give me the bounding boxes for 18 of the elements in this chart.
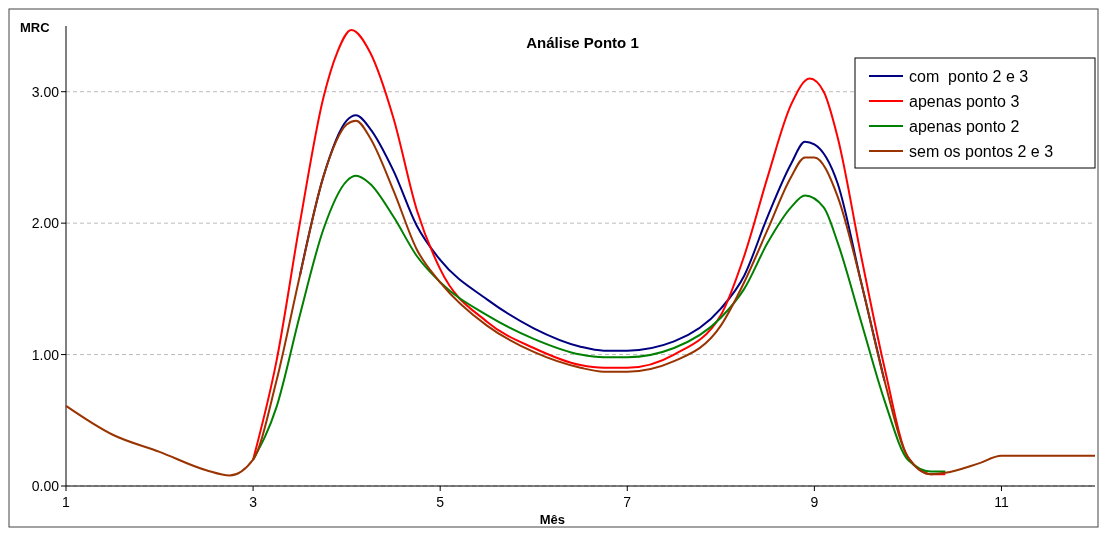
- x-tick-label: 9: [810, 494, 819, 510]
- line-series: [65, 119, 1096, 477]
- x-axis-title: Mês: [539, 512, 566, 527]
- x-tick-label: 11: [994, 494, 1009, 510]
- y-tick-label: 2.00: [31, 215, 60, 232]
- y-axis-title: MRC: [20, 20, 51, 35]
- y-tick-label: 1.00: [31, 346, 60, 363]
- x-tick-label: 5: [436, 494, 445, 510]
- legend-label: apenas ponto 2: [909, 118, 1020, 135]
- legend-label: apenas ponto 3: [909, 93, 1020, 110]
- y-tick-label: 0.00: [31, 478, 60, 494]
- text: Análise Ponto 1: [526, 34, 639, 51]
- x-tick-label: 7: [623, 494, 632, 510]
- x-tick-label: 3: [249, 494, 258, 510]
- y-tick-label: 3.00: [31, 83, 60, 100]
- x-tick-label: 1: [62, 494, 71, 510]
- legend-label: sem os pontos 2 e 3: [909, 143, 1054, 160]
- legend-label: com ponto 2 e 3: [909, 68, 1029, 85]
